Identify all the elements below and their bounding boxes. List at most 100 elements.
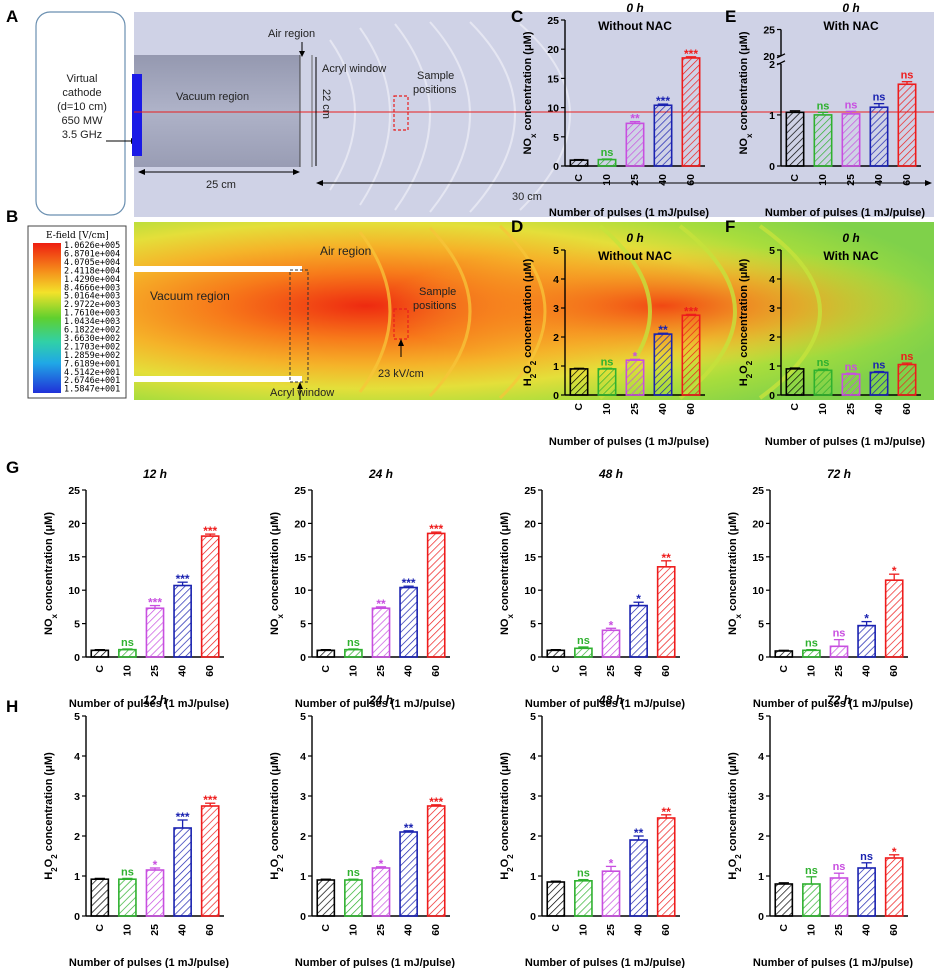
chart-title: 0 h xyxy=(842,231,859,245)
x-tick-label: 60 xyxy=(660,924,672,936)
x-tick-label: 60 xyxy=(204,924,216,936)
x-axis-label: Number of pulses (1 mJ/pulse) xyxy=(765,207,925,219)
significance-label: * xyxy=(892,564,897,578)
chart-h72: 0 1 2 3 4 5 Cns 10 ns 25 ns 40 * 60 Number of pulses (… xyxy=(727,693,913,968)
bar xyxy=(653,104,673,167)
vacuum-region-label: Vacuum region xyxy=(176,91,249,103)
acryl-arrow-head xyxy=(297,382,303,389)
x-tick-label: 10 xyxy=(121,924,133,936)
y-tick-label: 25 xyxy=(547,15,559,27)
tube-wall-top xyxy=(134,266,302,272)
panel-label-c: C xyxy=(511,7,523,26)
y-axis-label: H2O2 concentration (μM) xyxy=(43,752,59,880)
legend-value: 1.0626e+005 xyxy=(64,241,120,251)
x-tick-label: C xyxy=(573,174,585,182)
air-region-label: Air region xyxy=(268,28,315,40)
cathode-plate xyxy=(132,74,142,156)
panel-label-e: E xyxy=(725,7,736,26)
chart-subtitle: With NAC xyxy=(823,19,879,33)
y-axis-label: NOx concentration (μM) xyxy=(269,512,285,635)
bar xyxy=(597,158,617,167)
y-tick-label: 4 xyxy=(530,751,536,763)
x-tick-label: 60 xyxy=(901,403,913,415)
bar xyxy=(869,371,889,396)
significance-label: *** xyxy=(402,576,416,590)
x-tick-label: 40 xyxy=(861,665,873,677)
bar xyxy=(829,877,849,917)
bar xyxy=(813,114,833,167)
y-axis-label: NOx concentration (μM) xyxy=(522,31,538,154)
panel-label-b: B xyxy=(6,207,18,226)
bar xyxy=(601,629,621,658)
efield-legend-values: 1.0626e+0056.8701e+0044.0705e+0042.4118e… xyxy=(64,241,120,395)
x-tick-label: C xyxy=(94,665,106,673)
bar xyxy=(316,649,336,658)
x-tick-label: 40 xyxy=(657,403,669,415)
bar xyxy=(857,624,876,658)
bar xyxy=(785,111,805,167)
y-tick-label: 5 xyxy=(769,245,775,257)
bar xyxy=(173,584,192,658)
bar xyxy=(681,57,701,167)
x-tick-label: C xyxy=(320,924,332,932)
chart-title: 0 h xyxy=(626,231,643,245)
x-tick-label: 10 xyxy=(577,924,589,936)
significance-label: * xyxy=(633,349,638,363)
x-tick-label: C xyxy=(778,665,790,673)
x-axis-label: Number of pulses (1 mJ/pulse) xyxy=(295,698,455,710)
y-axis-label: NOx concentration (μM) xyxy=(738,31,754,154)
y-tick-label: 5 xyxy=(758,619,764,631)
y-tick-label: 3 xyxy=(758,791,764,803)
y-tick-label: 2 xyxy=(769,332,775,344)
bar xyxy=(629,839,648,917)
chart-title: 24 h xyxy=(368,467,393,481)
x-axis-label: Number of pulses (1 mJ/pulse) xyxy=(69,698,229,710)
y-tick-label: 5 xyxy=(530,711,536,723)
x-tick-label: 60 xyxy=(430,924,442,936)
b-sample-label-2: positions xyxy=(413,300,457,312)
significance-label: ns xyxy=(121,866,134,878)
bar xyxy=(145,607,165,658)
significance-label: *** xyxy=(684,304,698,318)
y-tick-label: 0 xyxy=(553,390,559,402)
bar xyxy=(601,870,621,917)
bar xyxy=(884,857,904,917)
y-tick-label: 2 xyxy=(74,831,80,843)
significance-label: ** xyxy=(662,551,672,565)
chart-title: 72 h xyxy=(827,467,851,481)
cathode-line: cathode xyxy=(62,87,101,99)
bar xyxy=(546,881,566,917)
chart-h12: 0 1 2 3 4 5 Cns 10 * 25 *** 40 *** 60 Number of pulses… xyxy=(43,693,229,968)
significance-label: ns xyxy=(601,147,614,159)
legend-value: 7.6189e+001 xyxy=(64,359,120,369)
y-tick-label: 0 xyxy=(300,652,306,664)
b-air-label: Air region xyxy=(320,244,371,258)
cathode-line: 650 MW xyxy=(62,115,104,127)
bar xyxy=(656,566,676,658)
y-tick-label: 5 xyxy=(300,619,306,631)
b-vacuum-label: Vacuum region xyxy=(150,289,230,303)
efield-rings xyxy=(358,224,547,400)
significance-label: ns xyxy=(805,638,818,650)
field-strength-label: 23 kV/cm xyxy=(378,368,424,380)
bar xyxy=(90,878,110,917)
y-axis-label: NOx concentration (μM) xyxy=(499,512,515,635)
bar xyxy=(574,647,593,658)
y-tick-label: 10 xyxy=(752,585,764,597)
legend-value: 1.2859e+002 xyxy=(64,351,120,361)
x-tick-label: 60 xyxy=(204,665,216,677)
chart-h48: 0 1 2 3 4 5 Cns 10 * 25 ** 40 ** 60 Number of pulses (… xyxy=(499,693,685,968)
y-tick-label: 0 xyxy=(74,911,80,923)
y-tick-label: 25 xyxy=(752,485,764,497)
tube-wall-bottom xyxy=(134,376,302,382)
sample-label-1: Sample xyxy=(417,70,454,82)
chart-h24: 0 1 2 3 4 5 Cns 10 * 25 ** 40 *** 60 Number of pulses … xyxy=(269,693,455,968)
bar xyxy=(625,359,645,396)
chart-subtitle: With NAC xyxy=(823,249,879,263)
significance-label: ns xyxy=(577,635,590,647)
chart-f: 0 1 2 3 4 5 Cns 10 ns 25 ns 40 ns 60 Number of pulses … xyxy=(738,231,925,448)
bar xyxy=(399,831,418,917)
significance-label: * xyxy=(609,618,614,632)
significance-label: ns xyxy=(817,357,830,369)
significance-label: ns xyxy=(860,851,873,863)
